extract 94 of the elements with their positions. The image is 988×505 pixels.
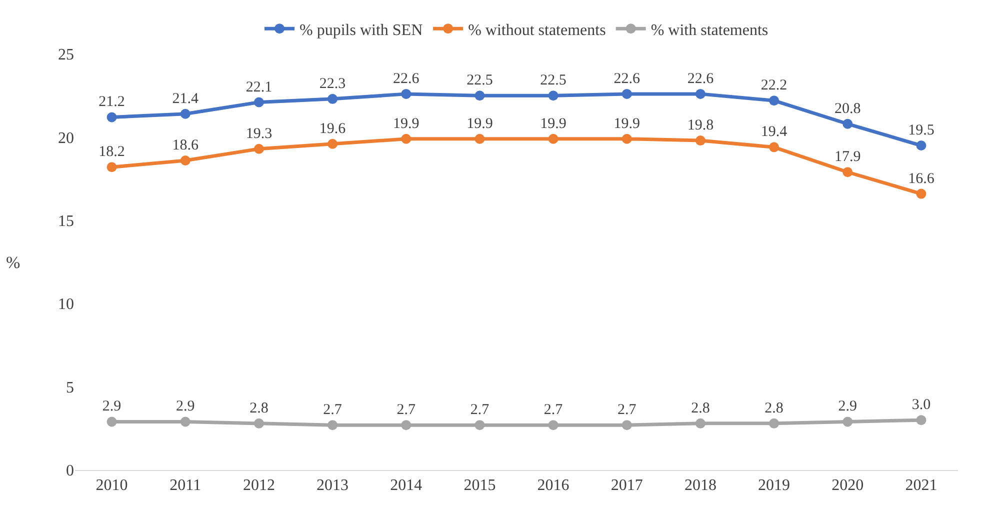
data-label: 16.6 xyxy=(908,170,935,187)
point xyxy=(842,118,853,129)
point xyxy=(474,90,485,101)
point xyxy=(474,420,485,430)
data-label: 21.4 xyxy=(172,90,200,107)
data-label: 22.5 xyxy=(540,72,566,89)
data-label: 19.9 xyxy=(466,116,493,132)
data-label: 19.3 xyxy=(246,126,272,142)
data-label: 2.9 xyxy=(838,398,857,415)
point xyxy=(328,138,338,149)
y-tick-label: 25 xyxy=(58,46,74,64)
data-label: 22.3 xyxy=(319,76,346,92)
point xyxy=(769,418,780,428)
point xyxy=(254,97,264,108)
point xyxy=(622,420,632,430)
x-tick-label: 2021 xyxy=(905,477,938,494)
data-label: 19.9 xyxy=(540,116,566,132)
x-tick-label: 2011 xyxy=(170,477,202,494)
point xyxy=(401,134,412,144)
point xyxy=(916,415,926,426)
point xyxy=(548,90,558,101)
point xyxy=(916,140,926,151)
data-label: 22.6 xyxy=(687,70,714,87)
y-tick-label: 5 xyxy=(66,379,74,396)
point xyxy=(254,144,264,154)
point xyxy=(474,134,485,144)
data-label: 2.9 xyxy=(176,398,195,415)
legend-label: % without statements xyxy=(468,22,606,39)
data-label: 22.5 xyxy=(466,72,493,89)
x-tick-label: 2012 xyxy=(242,477,275,494)
data-label: 19.8 xyxy=(687,118,714,134)
x-tick-label: 2014 xyxy=(390,477,422,494)
point xyxy=(548,134,558,144)
data-label: 18.2 xyxy=(98,144,125,160)
point xyxy=(106,416,117,427)
data-label: 2.8 xyxy=(764,400,784,416)
point xyxy=(695,418,706,428)
y-tick-label: 20 xyxy=(58,130,74,147)
y-tick-label: 0 xyxy=(66,462,74,480)
point xyxy=(106,112,117,122)
y-tick-label: 15 xyxy=(58,213,74,230)
x-tick-label: 2020 xyxy=(832,477,864,494)
point xyxy=(401,88,412,99)
point xyxy=(328,94,338,104)
data-label: 2.9 xyxy=(102,398,122,415)
data-label: 2.8 xyxy=(250,400,268,416)
x-tick-label: 2016 xyxy=(537,477,570,494)
legend-label: % pupils with SEN xyxy=(300,22,424,39)
data-label: 22.6 xyxy=(393,70,420,87)
point xyxy=(401,420,412,430)
data-label: 2.8 xyxy=(691,400,710,416)
x-tick-label: 2017 xyxy=(610,477,643,494)
point xyxy=(916,188,926,199)
data-label: 2.7 xyxy=(470,402,490,418)
x-tick-label: 2018 xyxy=(684,477,716,494)
x-tick-label: 2010 xyxy=(96,477,128,494)
point xyxy=(328,420,338,430)
data-label: 21.2 xyxy=(98,94,125,110)
point xyxy=(842,167,853,178)
x-tick-label: 2015 xyxy=(464,477,496,494)
point xyxy=(842,416,853,427)
legend-label: % with statements xyxy=(650,22,768,39)
data-label: 18.6 xyxy=(172,138,200,154)
data-label: 22.2 xyxy=(760,78,788,94)
y-tick-label: 10 xyxy=(58,296,74,314)
data-label: 2.7 xyxy=(617,402,637,418)
point xyxy=(622,134,632,144)
data-label: 20.8 xyxy=(834,100,861,117)
point xyxy=(622,88,632,99)
data-label: 2.7 xyxy=(396,402,416,418)
y-axis-title: % xyxy=(6,253,20,272)
data-label: 2.7 xyxy=(323,402,342,418)
x-tick-label: 2019 xyxy=(758,477,790,494)
data-label: 3.0 xyxy=(912,397,931,414)
point xyxy=(106,162,117,172)
data-label: 19.9 xyxy=(393,116,420,132)
data-label: 2.7 xyxy=(544,402,564,418)
data-label: 19.5 xyxy=(908,122,934,139)
data-label: 22.6 xyxy=(614,70,640,87)
data-label: 22.1 xyxy=(246,79,272,96)
data-label: 19.9 xyxy=(614,116,640,132)
point xyxy=(180,108,190,119)
point xyxy=(548,420,558,430)
point xyxy=(769,96,780,106)
point xyxy=(695,136,706,146)
point xyxy=(180,156,190,166)
data-label: 19.6 xyxy=(319,120,346,137)
x-tick-label: 2013 xyxy=(316,477,349,494)
point xyxy=(254,418,264,428)
data-label: 17.9 xyxy=(834,149,861,166)
point xyxy=(769,142,780,152)
data-label: 19.4 xyxy=(760,124,788,140)
point xyxy=(180,416,190,427)
point xyxy=(695,88,706,99)
